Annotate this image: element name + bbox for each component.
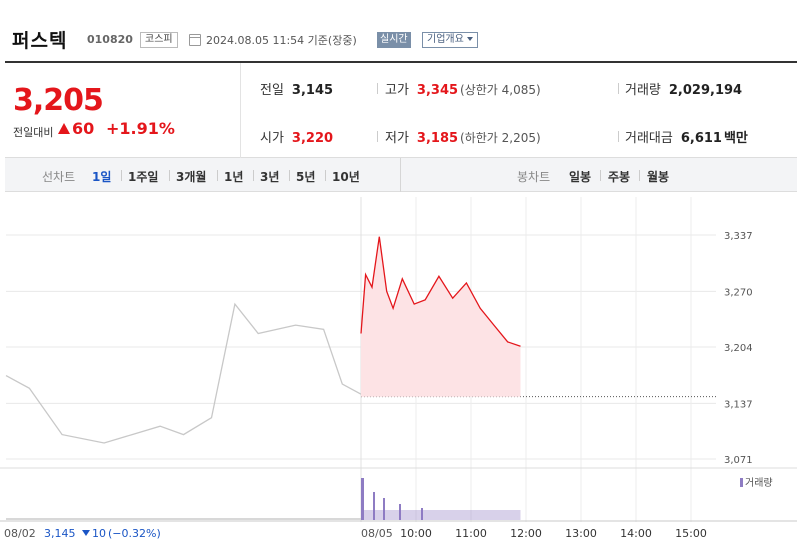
x-axis: 08/02 08/05 10:00 11:00 12:00 13:00 14:00 15:00… — [4, 527, 707, 540]
high-price: 고가 3,345 (상한가 4,085) — [385, 79, 541, 98]
open-price: 시가 3,220 — [260, 127, 333, 146]
chart-tabs: 선차트 1일 1주일 3개월 1년 3년 5년 10년 봉차트 일봉 주봉 월봉 — [5, 158, 797, 192]
prev-day-change-pct: (−0.32%) — [108, 527, 161, 540]
lower-limit: (하한가 2,205) — [460, 131, 541, 145]
quote-datetime: 2024.08.05 11:54 기준(장중) — [206, 34, 357, 47]
y-tick-label: 3,137 — [724, 399, 753, 410]
divider — [618, 83, 619, 94]
y-tick-label: 3,337 — [724, 231, 753, 242]
low-value: 3,185 — [416, 131, 459, 146]
divider — [618, 131, 619, 142]
down-triangle-icon — [82, 530, 90, 536]
volume: 거래량 2,029,194 — [625, 79, 742, 98]
tab-group-divider — [400, 158, 401, 192]
tab-period-1w[interactable]: 1주일 — [128, 170, 159, 184]
company-overview-dropdown[interactable]: 기업개요 — [422, 32, 478, 48]
divider — [253, 170, 254, 181]
upper-limit: (상한가 4,085) — [460, 83, 541, 97]
quote-panel: 3,205 전일대비 60 +1.91% 전일 3,145 고가 3,345 (상한가… — [5, 61, 797, 158]
price-chart: 3,337 3,270 3,204 3,137 3,071 거래량 08/02 08/05… — [0, 197, 797, 540]
tab-period-5y[interactable]: 5년 — [296, 170, 316, 184]
tab-period-3y[interactable]: 3년 — [260, 170, 280, 184]
stock-name: 퍼스텍 — [12, 30, 68, 52]
y-tick-label: 3,270 — [724, 287, 753, 298]
candle-chart-label: 봉차트 — [517, 170, 551, 184]
prev-close: 전일 3,145 — [260, 79, 333, 98]
divider — [169, 170, 170, 181]
tab-candle-monthly[interactable]: 월봉 — [647, 170, 670, 184]
volume-bar — [421, 508, 423, 520]
prev-day-series — [5, 302, 362, 444]
volume-bar — [399, 504, 401, 520]
divider — [121, 170, 122, 181]
divider — [289, 170, 290, 181]
x-tick-label: 08/05 — [361, 527, 393, 540]
volume-legend-label: 거래량 — [745, 477, 773, 489]
tab-period-1d[interactable]: 1일 — [92, 170, 112, 184]
tab-period-10y[interactable]: 10년 — [332, 170, 360, 184]
change-label: 전일대비 — [13, 126, 54, 139]
tab-candle-weekly[interactable]: 주봉 — [608, 170, 631, 184]
y-tick-label: 3,204 — [724, 343, 753, 354]
up-triangle-icon — [58, 123, 70, 134]
divider — [325, 170, 326, 181]
low-price: 저가 3,185 (하한가 2,205) — [385, 127, 541, 146]
x-tick-label: 13:00 — [565, 527, 597, 540]
trade-value-value: 6,611 — [680, 131, 722, 146]
x-tick-label: 10:00 — [400, 527, 432, 540]
company-overview-label: 기업개요 — [427, 34, 464, 45]
open-value: 3,220 — [291, 131, 334, 146]
divider — [377, 131, 378, 142]
change-percent: +1.91% — [106, 119, 175, 138]
x-tick-label: 11:00 — [455, 527, 487, 540]
high-label: 고가 — [385, 83, 409, 98]
realtime-button[interactable]: 실시간 — [377, 32, 411, 48]
change-value: 60 — [72, 119, 95, 138]
current-price: 3,205 — [13, 83, 104, 118]
divider — [217, 170, 218, 181]
volume-area: 거래량 — [0, 467, 797, 522]
trade-value-label: 거래대금 — [625, 131, 673, 146]
y-axis: 3,337 3,270 3,204 3,137 3,071 — [724, 231, 753, 466]
volume-value: 2,029,194 — [668, 83, 743, 98]
divider — [600, 170, 601, 181]
stock-code: 010820 — [87, 33, 133, 46]
today-series — [360, 236, 716, 398]
tab-period-1y[interactable]: 1년 — [224, 170, 244, 184]
chevron-down-icon — [466, 37, 473, 41]
prev-close-label: 전일 — [260, 83, 284, 98]
calendar-icon — [189, 34, 201, 46]
low-label: 저가 — [385, 131, 409, 146]
y-tick-label: 3,071 — [724, 455, 753, 466]
volume-bars-band — [364, 510, 521, 520]
volume-legend-swatch — [740, 478, 743, 487]
high-value: 3,345 — [416, 83, 459, 98]
trade-value-unit: 백만 — [723, 131, 748, 146]
trade-value: 거래대금 6,611 백만 — [625, 127, 748, 146]
prev-day-close: 3,145 — [44, 527, 76, 540]
tab-period-3m[interactable]: 3개월 — [176, 170, 207, 184]
x-tick-label: 08/02 — [4, 527, 36, 540]
x-tick-label: 12:00 — [510, 527, 542, 540]
prev-close-value: 3,145 — [291, 83, 334, 98]
today-price-line — [360, 236, 521, 347]
x-tick-label: 14:00 — [620, 527, 652, 540]
today-area-fill — [361, 236, 521, 397]
volume-bar — [373, 492, 375, 520]
market-badge: 코스피 — [140, 32, 178, 48]
prev-day-line — [5, 302, 362, 444]
current-price-box: 3,205 전일대비 60 +1.91% — [5, 63, 241, 158]
prev-day-change: 10 — [92, 527, 106, 540]
tab-candle-daily[interactable]: 일봉 — [569, 170, 592, 184]
line-chart-label: 선차트 — [42, 170, 76, 184]
volume-bar — [361, 478, 364, 520]
stock-header: 퍼스텍 010820 코스피 2024.08.05 11:54 기준(장중) 실… — [0, 0, 797, 60]
volume-bar — [383, 498, 385, 520]
divider — [377, 83, 378, 94]
x-tick-label: 15:00 — [675, 527, 707, 540]
volume-label: 거래량 — [625, 83, 661, 98]
open-label: 시가 — [260, 131, 284, 146]
divider — [639, 170, 640, 181]
